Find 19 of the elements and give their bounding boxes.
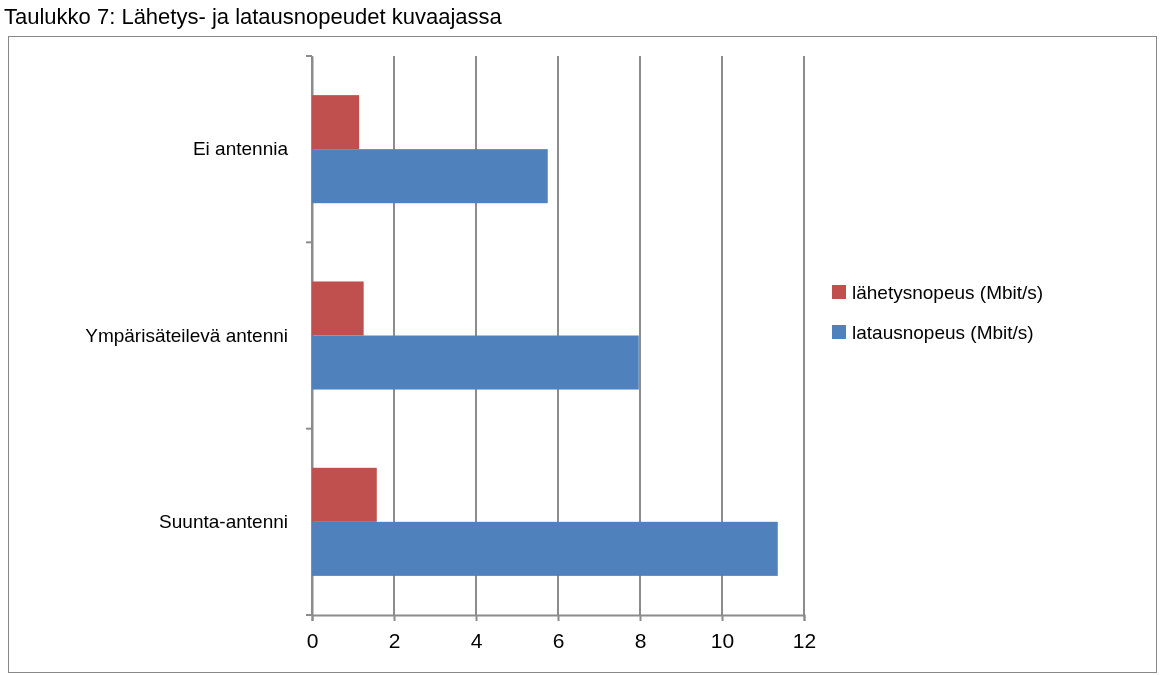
x-tick-label: 2 [388, 628, 401, 652]
y-tick-label: Ympärisäteilevä antenni [85, 324, 288, 346]
x-tick-label: 8 [634, 628, 647, 652]
bar [312, 149, 548, 204]
bar [312, 521, 778, 576]
x-tick-label: 6 [552, 628, 565, 652]
bar [312, 335, 639, 390]
x-tick-label: 0 [306, 628, 319, 652]
x-tick-label: 12 [792, 628, 817, 652]
bar [312, 467, 377, 522]
x-tick-label: 10 [710, 628, 735, 652]
chart-title: Taulukko 7: Lähetys- ja latausnopeudet kuvaajassa [4, 4, 503, 29]
bar [312, 281, 364, 336]
legend-label: lähetysnopeus (Mbit/s) [852, 282, 1044, 303]
bar [312, 95, 360, 150]
y-tick-label: Suunta-antenni [159, 510, 288, 532]
x-tick-label: 4 [470, 628, 483, 652]
legend-label: latausnopeus (Mbit/s) [852, 322, 1034, 343]
y-tick-label: Ei antennia [192, 138, 289, 160]
